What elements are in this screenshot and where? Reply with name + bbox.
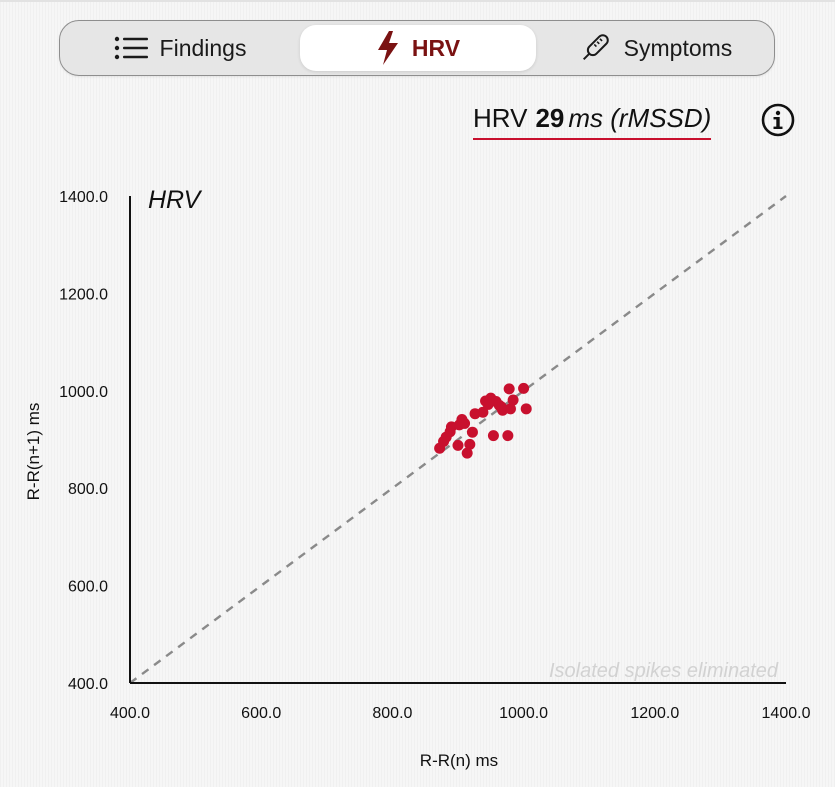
y-tick-label: 800.0 xyxy=(68,481,108,498)
y-axis-title: R-R(n+1) ms xyxy=(24,403,43,501)
info-icon[interactable] xyxy=(761,103,795,137)
x-tick-label: 1200.0 xyxy=(630,705,679,722)
tab-hrv[interactable]: HRV xyxy=(300,25,536,71)
hrv-summary-unit: ms (rMSSD) xyxy=(568,103,712,133)
top-divider xyxy=(0,0,835,2)
tab-hrv-label: HRV xyxy=(411,34,461,61)
x-axis-title: R-R(n) ms xyxy=(420,751,498,770)
hrv-summary-value: 29 xyxy=(535,103,565,133)
data-point xyxy=(504,403,516,415)
hrv-summary-prefix: HRV xyxy=(473,103,528,133)
list-icon xyxy=(114,36,148,60)
data-point xyxy=(502,430,514,442)
isolated-spikes-annotation: Isolated spikes eliminated xyxy=(549,660,779,682)
data-point xyxy=(518,382,530,394)
data-point xyxy=(477,406,489,418)
data-point xyxy=(507,394,519,406)
x-tick-label: 1400.0 xyxy=(762,705,811,722)
poincare-scatter-chart: 400.0 600.0 800.0 1000.0 1200.0 1400.0 400.0 60… xyxy=(24,186,811,770)
y-tick-label: 1400.0 xyxy=(59,189,108,206)
lightning-bolt-icon xyxy=(376,31,400,65)
x-tick-label: 600.0 xyxy=(241,705,281,722)
hrv-summary: HRV 29 ms (rMSSD) xyxy=(473,100,712,140)
tab-findings[interactable]: Findings xyxy=(64,25,296,71)
view-segmented-control: Findings HRV Symptoms xyxy=(59,20,775,76)
data-point xyxy=(520,403,532,415)
tab-findings-label: Findings xyxy=(159,34,247,61)
y-tick-label: 400.0 xyxy=(68,676,108,693)
data-point xyxy=(487,430,499,442)
tab-symptoms-label: Symptoms xyxy=(623,34,733,61)
data-point xyxy=(495,401,507,413)
data-point xyxy=(464,438,476,450)
thermometer-icon xyxy=(578,31,612,65)
identity-reference-line xyxy=(129,195,787,684)
chart-title: HRV xyxy=(148,186,203,214)
y-tick-label: 1000.0 xyxy=(59,384,108,401)
data-point xyxy=(459,417,471,429)
x-tick-label: 800.0 xyxy=(372,705,412,722)
x-tick-label: 1000.0 xyxy=(499,705,548,722)
x-tick-label: 400.0 xyxy=(110,705,150,722)
data-point xyxy=(466,426,478,438)
data-point xyxy=(503,383,515,395)
y-tick-label: 1200.0 xyxy=(59,286,108,303)
data-point xyxy=(452,439,464,451)
tab-symptoms[interactable]: Symptoms xyxy=(540,25,770,71)
data-point xyxy=(482,398,494,410)
data-point xyxy=(461,447,473,459)
y-tick-label: 600.0 xyxy=(68,579,108,596)
